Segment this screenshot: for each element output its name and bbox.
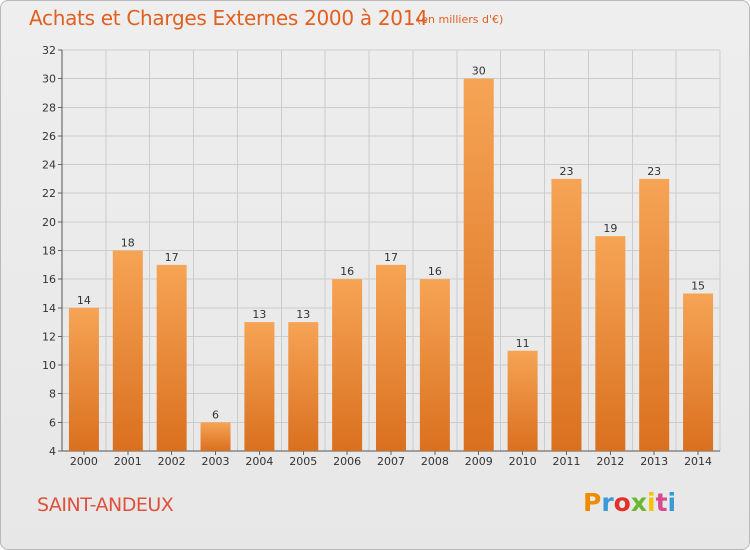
bar-value-label: 15 <box>691 279 705 292</box>
x-tick-label: 2014 <box>684 455 712 468</box>
bar <box>68 307 99 451</box>
bar <box>244 322 275 451</box>
bar <box>419 279 450 451</box>
bar-value-label: 18 <box>121 237 135 250</box>
y-tick-label: 22 <box>42 187 56 200</box>
bar-value-label: 6 <box>212 408 219 421</box>
x-tick-label: 2001 <box>114 455 142 468</box>
x-tick-label: 2004 <box>245 455 273 468</box>
bar-value-label: 23 <box>559 165 573 178</box>
x-tick-label: 2012 <box>596 455 624 468</box>
y-tick-label: 32 <box>42 44 56 57</box>
y-tick-label: 18 <box>42 245 56 258</box>
y-tick-label: 16 <box>42 273 56 286</box>
bar <box>112 250 143 451</box>
y-tick-label: 20 <box>42 216 56 229</box>
chart-subtitle: (en milliers d'€) <box>417 13 504 26</box>
y-tick-label: 6 <box>49 416 56 429</box>
y-tick-label: 8 <box>49 388 56 401</box>
logo-letter: t <box>655 488 668 517</box>
bar-value-label: 16 <box>340 265 354 278</box>
logo-letter: o <box>613 488 631 517</box>
bar <box>551 178 582 451</box>
commune-name: SAINT-ANDEUX <box>37 494 174 516</box>
bar <box>639 178 670 451</box>
bar <box>156 264 187 451</box>
bar-value-label: 11 <box>516 337 530 350</box>
y-tick-label: 24 <box>42 159 56 172</box>
bar-value-label: 30 <box>472 65 486 78</box>
x-tick-label: 2005 <box>289 455 317 468</box>
bar-value-label: 23 <box>647 165 661 178</box>
bar <box>376 264 406 451</box>
y-tick-label: 26 <box>42 130 56 143</box>
x-tick-label: 2011 <box>552 455 580 468</box>
y-tick-label: 12 <box>42 330 56 343</box>
bar-value-label: 14 <box>77 294 91 307</box>
bar <box>463 78 494 452</box>
bar-value-label: 19 <box>603 222 617 235</box>
y-tick-label: 4 <box>49 445 56 458</box>
bar <box>595 236 626 451</box>
x-tick-label: 2009 <box>465 455 493 468</box>
x-tick-label: 2003 <box>202 455 230 468</box>
bar-value-label: 17 <box>384 251 398 264</box>
logo-letter: r <box>601 488 614 517</box>
y-tick-label: 14 <box>42 302 56 315</box>
x-tick-label: 2013 <box>640 455 668 468</box>
bar <box>288 322 319 451</box>
x-tick-label: 2008 <box>421 455 449 468</box>
bars <box>68 78 714 452</box>
x-tick-label: 2010 <box>509 455 537 468</box>
bar-value-label: 17 <box>165 251 179 264</box>
bar <box>507 350 538 451</box>
x-tick-label: 2000 <box>70 455 98 468</box>
logo-letter: i <box>667 488 677 517</box>
y-tick-label: 10 <box>42 359 56 372</box>
x-tick-label: 2006 <box>333 455 361 468</box>
logo-letter: i <box>647 488 656 517</box>
x-tick-label: 2002 <box>158 455 186 468</box>
bar-value-label: 13 <box>296 308 310 321</box>
bar-value-label: 13 <box>252 308 266 321</box>
y-tick-label: 30 <box>42 73 56 86</box>
value-labels: 14 18 17 6 13 13 16 17 16 30 11 23 19 23 15 <box>77 65 705 422</box>
bar <box>683 293 714 451</box>
bar <box>200 422 231 451</box>
logo-letter: P <box>583 488 602 517</box>
y-tick-label: 28 <box>42 101 56 114</box>
x-tick-label: 2007 <box>377 455 405 468</box>
chart-title: Achats et Charges Externes 2000 à 2014 <box>29 6 428 30</box>
bar-value-label: 16 <box>428 265 442 278</box>
bar <box>332 279 363 451</box>
logo-letter: x <box>630 488 647 517</box>
proxiti-logo: Proxiti <box>583 488 676 517</box>
